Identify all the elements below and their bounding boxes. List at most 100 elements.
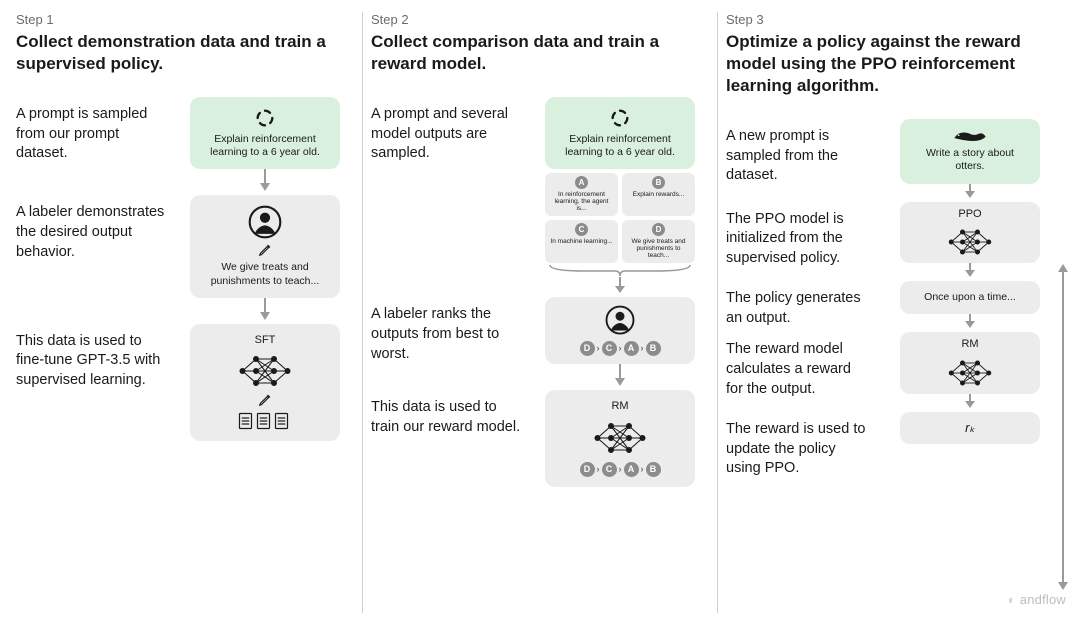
- option-B: B Explain rewards...: [622, 173, 695, 216]
- rank-badge: B: [646, 462, 661, 477]
- otter-icon: [953, 129, 987, 143]
- reward-symbol: rₖ: [965, 420, 975, 436]
- prompt-text: Explain reinforcement learning to a 6 ye…: [202, 133, 328, 159]
- badge-a-icon: A: [575, 176, 588, 189]
- reward-card: rₖ: [900, 412, 1040, 444]
- option-text: Explain rewards...: [633, 191, 685, 198]
- output-options: A In reinforcement learning, the agent is…: [545, 173, 695, 263]
- arrow-down-icon: [964, 394, 976, 408]
- prompt-text: Write a story about otters.: [912, 147, 1028, 173]
- row-visual: Explain reinforcement learning to a 6 ye…: [176, 97, 354, 191]
- step-3-rows: A new prompt is sampled from the dataset…: [726, 119, 1064, 479]
- row-labeler: A labeler demonstrates the desired outpu…: [16, 195, 354, 319]
- cycle-icon: [609, 107, 631, 129]
- row-output: The policy generates an output. Once upo…: [726, 281, 1064, 328]
- row-visual: SFT: [176, 324, 354, 442]
- cycle-icon: [254, 107, 276, 129]
- row-visual: rₖ: [876, 412, 1064, 444]
- rank-badge: D: [580, 462, 595, 477]
- brace-icon: [545, 263, 695, 277]
- step-1-rows: A prompt is sampled from our prompt data…: [16, 97, 354, 441]
- badge-c-icon: C: [575, 223, 588, 236]
- network-icon: [943, 358, 997, 388]
- model-card: PPO: [900, 202, 1040, 264]
- rank-badge: A: [624, 462, 639, 477]
- documents-icon: [238, 411, 292, 431]
- prompt-text: Explain reinforcement learning to a 6 ye…: [557, 133, 683, 159]
- model-card: RM: [900, 332, 1040, 394]
- option-D: D We give treats and punishments to teach…: [622, 220, 695, 263]
- rank-badge: B: [646, 341, 661, 356]
- model-card: RM D› C› A› B: [545, 390, 695, 487]
- arrow-down-icon: [614, 277, 626, 293]
- watermark: ◐ andflow: [1008, 592, 1066, 607]
- rank-badge: D: [580, 341, 595, 356]
- prompt-card: Write a story about otters.: [900, 119, 1040, 183]
- row-ranking: A labeler ranks the outputs from best to…: [371, 297, 709, 386]
- row-prompt: A prompt is sampled from our prompt data…: [16, 97, 354, 191]
- option-text: We give treats and punishments to teach.…: [626, 238, 691, 259]
- arrow-down-icon: [964, 184, 976, 198]
- row-visual: RM: [876, 332, 1064, 408]
- model-label: RM: [961, 338, 978, 352]
- row-visual: Once upon a time...: [876, 281, 1064, 328]
- row-desc: The policy generates an output.: [726, 281, 866, 328]
- labeler-output-text: We give treats and punishments to teach.…: [202, 261, 328, 287]
- labeler-icon: [248, 205, 282, 239]
- row-desc: This data is used to train our reward mo…: [371, 390, 521, 437]
- arrow-down-icon: [964, 263, 976, 277]
- model-label: RM: [611, 400, 628, 414]
- model-label: SFT: [255, 334, 276, 348]
- row-ppo: The PPO model is initialized from the su…: [726, 202, 1064, 278]
- network-icon: [943, 227, 997, 257]
- row-new-prompt: A new prompt is sampled from the dataset…: [726, 119, 1064, 197]
- step-1-column: Step 1 Collect demonstration data and tr…: [8, 12, 362, 613]
- pencil-icon: [258, 243, 272, 257]
- step-3-column: Step 3 Optimize a policy against the rew…: [718, 12, 1072, 613]
- step-label: Step 3: [726, 12, 1064, 27]
- badge-d-icon: D: [652, 223, 665, 236]
- step-label: Step 1: [16, 12, 354, 27]
- network-icon: [590, 420, 650, 456]
- badge-b-icon: B: [652, 176, 665, 189]
- step-title: Collect comparison data and train a rewa…: [371, 31, 709, 75]
- option-A: A In reinforcement learning, the agent is…: [545, 173, 618, 216]
- step-title: Collect demonstration data and train a s…: [16, 31, 354, 75]
- labeler-icon: [605, 305, 635, 335]
- output-text: Once upon a time...: [924, 291, 1016, 304]
- labeler-card: We give treats and punishments to teach.…: [190, 195, 340, 297]
- row-desc: This data is used to fine-tune GPT-3.5 w…: [16, 324, 166, 391]
- step-2-column: Step 2 Collect comparison data and train…: [363, 12, 717, 613]
- option-text: In machine learning...: [550, 238, 612, 245]
- pencil-icon: [258, 393, 272, 407]
- row-desc: A labeler ranks the outputs from best to…: [371, 297, 521, 364]
- rank-badge: C: [602, 462, 617, 477]
- option-C: C In machine learning...: [545, 220, 618, 263]
- row-desc: A prompt and several model outputs are s…: [371, 97, 521, 164]
- prompt-card: Explain reinforcement learning to a 6 ye…: [545, 97, 695, 169]
- row-desc: A labeler demonstrates the desired outpu…: [16, 195, 166, 262]
- step-title: Optimize a policy against the reward mod…: [726, 31, 1064, 97]
- row-visual: We give treats and punishments to teach.…: [176, 195, 354, 319]
- arrow-down-icon: [259, 169, 271, 191]
- rank-badge: A: [624, 341, 639, 356]
- labeler-rank-card: D› C› A› B: [545, 297, 695, 364]
- ranking-row: D› C› A› B: [580, 462, 661, 477]
- row-desc: The reward model calculates a reward for…: [726, 332, 866, 399]
- arrow-down-icon: [964, 314, 976, 328]
- model-card: SFT: [190, 324, 340, 442]
- row-visual: Write a story about otters.: [876, 119, 1064, 197]
- row-desc: A prompt is sampled from our prompt data…: [16, 97, 166, 164]
- row-visual: Explain reinforcement learning to a 6 ye…: [531, 97, 709, 293]
- option-text: In reinforcement learning, the agent is.…: [549, 191, 614, 212]
- arrow-down-icon: [614, 364, 626, 386]
- row-desc: The reward is used to update the policy …: [726, 412, 866, 479]
- prompt-card: Explain reinforcement learning to a 6 ye…: [190, 97, 340, 169]
- row-rm-eval: The reward model calculates a reward for…: [726, 332, 1064, 408]
- step-label: Step 2: [371, 12, 709, 27]
- row-sft: This data is used to fine-tune GPT-3.5 w…: [16, 324, 354, 442]
- row-rm: This data is used to train our reward mo…: [371, 390, 709, 487]
- rank-badge: C: [602, 341, 617, 356]
- network-icon: [235, 353, 295, 389]
- output-card: Once upon a time...: [900, 281, 1040, 314]
